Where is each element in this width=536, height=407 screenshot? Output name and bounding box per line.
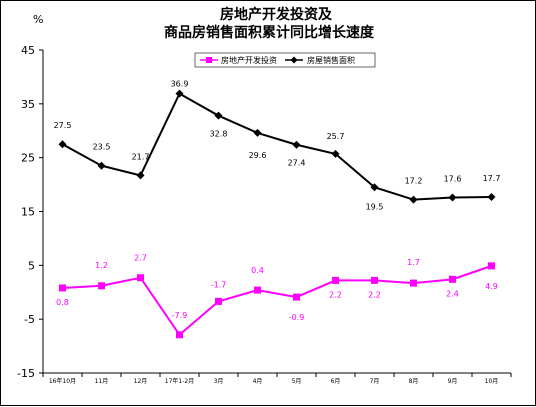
y-axis-unit-label: % (33, 13, 43, 26)
data-point-investment (254, 286, 261, 294)
data-point-investment (410, 279, 417, 287)
data-point-sales-area (448, 193, 457, 202)
data-label-sales-area: 17.2 (405, 177, 423, 186)
data-label-sales-area: 17.7 (483, 174, 501, 183)
data-label-sales-area: 32.8 (210, 130, 228, 139)
y-tick-label: 15 (21, 206, 35, 219)
y-tick-label: -15 (17, 367, 35, 380)
data-point-investment (332, 276, 339, 284)
data-label-sales-area: 36.9 (171, 80, 189, 89)
y-tick-label: -5 (24, 313, 35, 326)
data-point-investment (98, 282, 105, 290)
data-label-investment: 1.7 (407, 258, 420, 267)
x-tick-label: 3月 (214, 378, 224, 385)
x-tick-label: 4月 (253, 378, 263, 385)
data-label-investment: 4.9 (485, 282, 498, 291)
data-label-sales-area: 21.7 (132, 152, 150, 161)
data-label-investment: -7.9 (172, 311, 188, 320)
data-point-sales-area (214, 111, 223, 120)
data-point-investment (59, 284, 66, 292)
x-tick-label: 5月 (292, 378, 302, 385)
data-point-investment (176, 331, 183, 339)
x-tick-label: 12月 (134, 378, 148, 385)
data-point-sales-area (175, 89, 184, 98)
series-line-investment (62, 264, 492, 337)
axes: -15 -5 5 15 25 35 45 16年10月 11月 12月 17年1-2月 3月 4月 5月 6… (17, 44, 512, 385)
data-point-sales-area (58, 140, 67, 149)
x-tick-label: 16年10月 (49, 377, 76, 385)
legend: 房地产开发投资 房屋销售面积 (194, 52, 376, 68)
data-point-sales-area (331, 149, 340, 158)
x-tick-label: 7月 (370, 378, 380, 385)
y-tick-label: 45 (21, 44, 35, 57)
data-label-investment: -1.7 (211, 280, 227, 289)
data-point-investment (215, 297, 222, 305)
chart-title-line-1: 房地产开发投资及 (220, 6, 333, 23)
y-tick-label: 25 (21, 152, 35, 165)
data-label-sales-area: 17.6 (444, 175, 462, 184)
x-tick-label: 8月 (409, 378, 419, 385)
data-label-sales-area: 27.5 (54, 121, 72, 130)
data-point-sales-area (136, 171, 145, 180)
legend-marker-investment (206, 57, 212, 63)
data-point-sales-area (292, 140, 301, 149)
legend-label-investment: 房地产开发投资 (221, 55, 277, 65)
data-point-sales-area (409, 195, 418, 204)
legend-label-sales-area: 房屋销售面积 (307, 55, 355, 65)
chart-title-line-2: 商品房销售面积累计同比增长速度 (164, 24, 375, 41)
data-point-investment (449, 275, 456, 283)
data-point-investment (137, 274, 144, 282)
data-label-sales-area: 29.6 (249, 151, 267, 160)
series-layer (58, 89, 496, 339)
data-label-sales-area: 27.4 (288, 159, 306, 168)
data-label-sales-area: 25.7 (327, 132, 345, 141)
x-tick-label: 6月 (331, 378, 341, 385)
data-labels: 0.8 1.2 2.7 -7.9 -1.7 0.4 -0.9 2.2 2.2 1.7 2.4 4.9 2… (54, 80, 501, 322)
y-tick-label: 35 (21, 98, 35, 111)
data-point-sales-area (253, 128, 262, 137)
data-label-investment: -0.9 (289, 313, 305, 322)
data-label-investment: 0.4 (251, 266, 264, 275)
x-tick-label: 11月 (95, 378, 109, 385)
y-tick-label: 5 (28, 259, 35, 272)
data-label-investment: 2.4 (446, 289, 459, 298)
data-point-investment (371, 276, 378, 284)
data-label-investment: 2.2 (329, 290, 342, 299)
x-tick-label: 17年1-2月 (165, 377, 194, 385)
x-tick-label: 10月 (485, 378, 499, 385)
data-point-sales-area (487, 192, 496, 201)
data-point-sales-area (370, 183, 379, 192)
data-label-investment: 1.2 (95, 261, 108, 270)
data-point-investment (293, 293, 300, 301)
data-label-investment: 2.7 (134, 254, 147, 263)
data-point-sales-area (97, 161, 106, 170)
data-label-investment: 2.2 (368, 290, 381, 299)
data-point-investment (488, 262, 495, 270)
x-tick-label: 9月 (448, 378, 458, 385)
legend-marker-sales-area (290, 56, 298, 64)
series-line-sales-area (62, 92, 492, 201)
data-label-sales-area: 19.5 (366, 202, 384, 211)
data-label-investment: 0.8 (56, 298, 69, 307)
data-label-sales-area: 23.5 (93, 143, 111, 152)
